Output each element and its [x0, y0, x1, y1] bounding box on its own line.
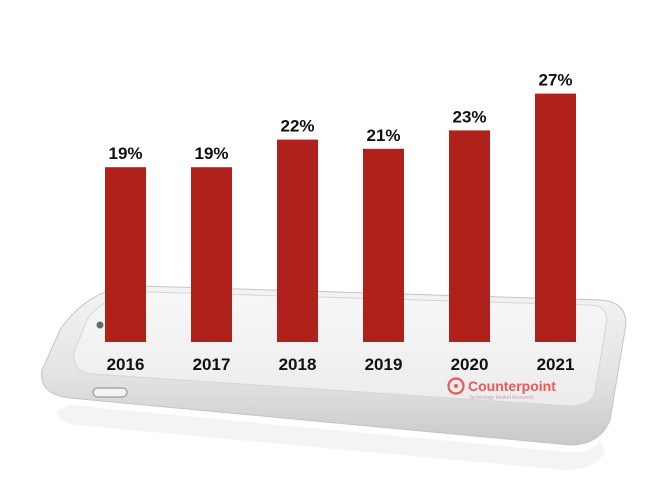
category-label-2016: 2016	[107, 355, 145, 374]
phone-home-button	[92, 387, 128, 398]
counterpoint-logo: Counterpoint Technology Market Research	[447, 377, 556, 401]
value-label-2021: 27%	[538, 71, 572, 90]
bar-2016	[105, 167, 146, 342]
value-label-2017: 19%	[194, 144, 228, 163]
logo-tagline: Technology Market Research	[469, 395, 534, 401]
phone-reflection	[57, 405, 605, 470]
category-label-2021: 2021	[537, 355, 575, 374]
value-label-2018: 22%	[280, 117, 314, 136]
value-label-2019: 21%	[366, 126, 400, 145]
phone-camera-dot	[96, 321, 104, 329]
value-label-2020: 23%	[452, 107, 486, 126]
category-label-2018: 2018	[279, 355, 317, 374]
category-label-2019: 2019	[365, 355, 403, 374]
logo-circle-icon	[447, 377, 465, 395]
bar-series: 19% 2016 19% 2017 22% 2018 21% 2019 23% 2020 27% 20…	[105, 71, 576, 374]
bar-2018	[277, 139, 318, 342]
logo-dot-icon	[454, 384, 458, 388]
logo-text: Counterpoint	[468, 378, 556, 394]
bar-2021	[535, 93, 576, 342]
category-label-2017: 2017	[193, 355, 231, 374]
bar-2020	[449, 130, 490, 342]
category-label-2020: 2020	[451, 355, 489, 374]
bar-2017	[191, 167, 232, 342]
value-label-2016: 19%	[108, 144, 142, 163]
bar-2019	[363, 148, 404, 342]
